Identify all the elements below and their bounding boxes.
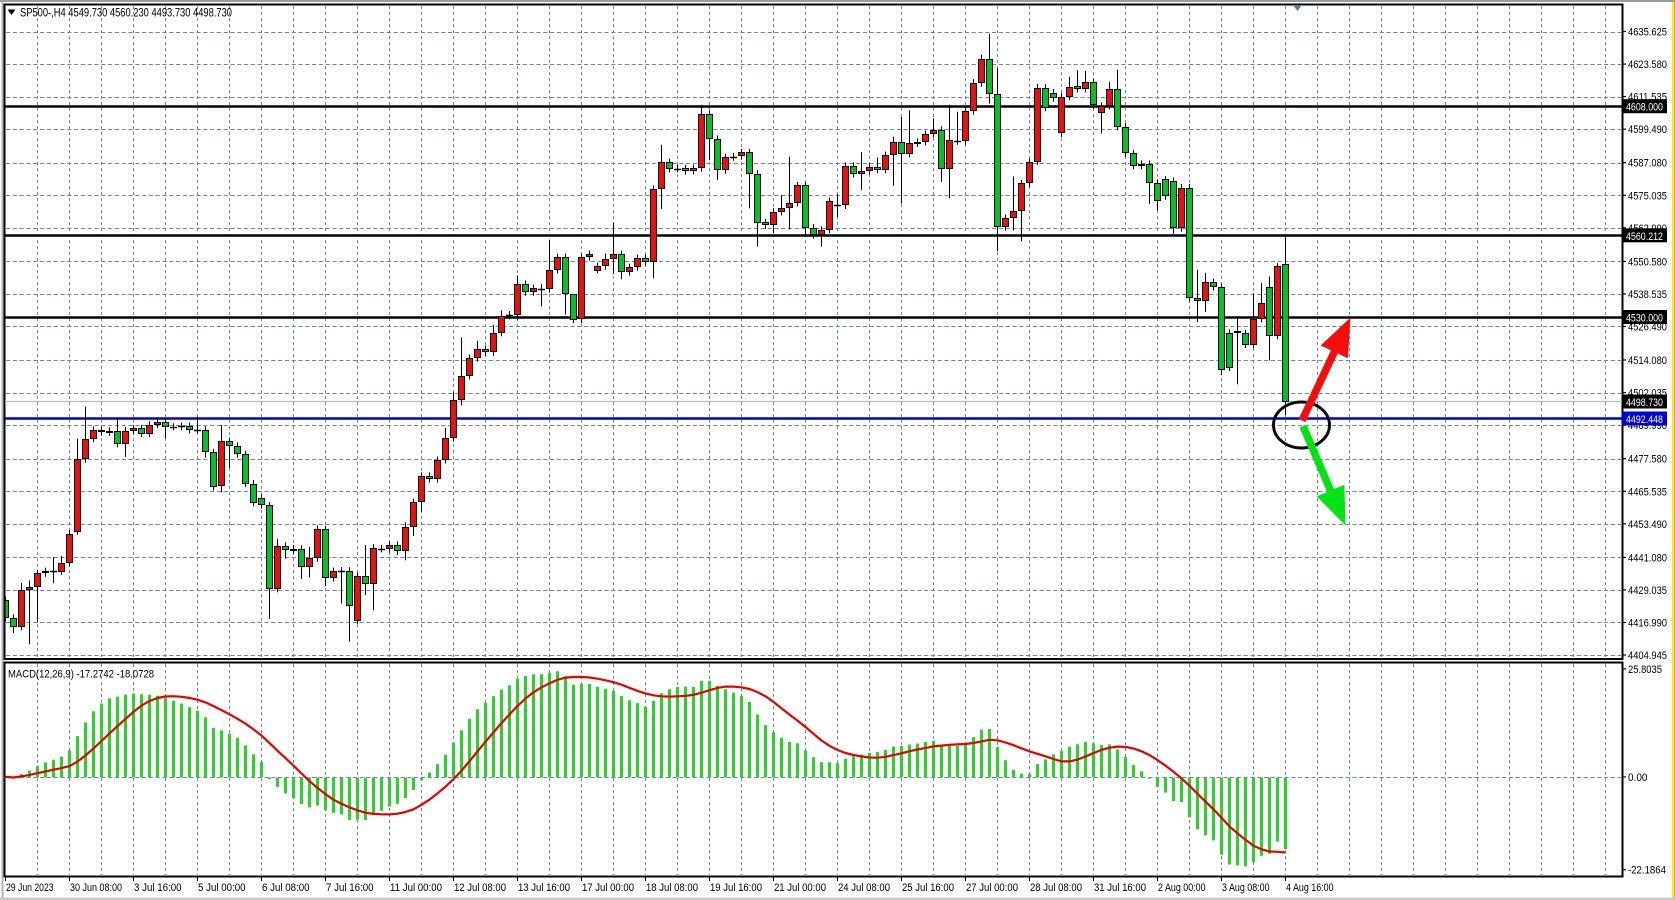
svg-text:25 Jul 16:00: 25 Jul 16:00 [902, 882, 954, 894]
svg-text:4492.448: 4492.448 [1626, 414, 1663, 426]
svg-text:4623.580: 4623.580 [1628, 59, 1667, 71]
svg-text:4453.490: 4453.490 [1628, 519, 1667, 531]
svg-text:30 Jun 08:00: 30 Jun 08:00 [70, 882, 122, 894]
svg-text:13 Jul 16:00: 13 Jul 16:00 [518, 882, 570, 894]
svg-text:24 Jul 08:00: 24 Jul 08:00 [838, 882, 890, 894]
svg-text:4538.535: 4538.535 [1628, 289, 1667, 301]
svg-text:17 Jul 00:00: 17 Jul 00:00 [582, 882, 634, 894]
svg-text:-22.1864: -22.1864 [1628, 865, 1666, 877]
svg-text:29 Jun 2023: 29 Jun 2023 [6, 882, 54, 894]
svg-text:4 Aug 16:00: 4 Aug 16:00 [1286, 882, 1334, 894]
svg-text:4608.000: 4608.000 [1626, 102, 1663, 114]
svg-text:4575.035: 4575.035 [1628, 190, 1667, 202]
svg-text:4635.625: 4635.625 [1628, 27, 1667, 39]
svg-text:6 Jul 08:00: 6 Jul 08:00 [262, 882, 310, 894]
svg-text:7 Jul 16:00: 7 Jul 16:00 [326, 882, 374, 894]
svg-text:11 Jul 00:00: 11 Jul 00:00 [390, 882, 442, 894]
svg-text:12 Jul 08:00: 12 Jul 08:00 [454, 882, 506, 894]
svg-text:SP500-,H4 4549.730 4560.230 44: SP500-,H4 4549.730 4560.230 4493.730 449… [20, 6, 232, 20]
svg-text:4587.080: 4587.080 [1628, 158, 1667, 170]
svg-text:0.00: 0.00 [1628, 772, 1648, 784]
svg-text:4416.990: 4416.990 [1628, 618, 1667, 630]
svg-text:3 Jul 16:00: 3 Jul 16:00 [134, 882, 182, 894]
svg-text:18 Jul 08:00: 18 Jul 08:00 [646, 882, 698, 894]
svg-text:31 Jul 16:00: 31 Jul 16:00 [1094, 882, 1146, 894]
svg-text:4599.490: 4599.490 [1628, 124, 1667, 136]
svg-text:4465.535: 4465.535 [1628, 486, 1667, 498]
svg-text:21 Jul 00:00: 21 Jul 00:00 [774, 882, 826, 894]
svg-text:4550.580: 4550.580 [1628, 256, 1667, 268]
svg-text:MACD(12,26,9) -17.2742 -18.072: MACD(12,26,9) -17.2742 -18.0728 [8, 669, 154, 681]
svg-text:27 Jul 00:00: 27 Jul 00:00 [966, 882, 1018, 894]
svg-text:19 Jul 16:00: 19 Jul 16:00 [710, 882, 762, 894]
svg-text:4441.080: 4441.080 [1628, 552, 1667, 564]
svg-text:4560.212: 4560.212 [1626, 231, 1663, 243]
svg-text:4498.730: 4498.730 [1626, 397, 1663, 409]
svg-text:28 Jul 08:00: 28 Jul 08:00 [1030, 882, 1082, 894]
svg-text:4477.580: 4477.580 [1628, 454, 1667, 466]
svg-text:25.8035: 25.8035 [1628, 664, 1662, 676]
svg-text:2 Aug 00:00: 2 Aug 00:00 [1158, 882, 1206, 894]
svg-text:4514.080: 4514.080 [1628, 355, 1667, 367]
svg-text:4530.000: 4530.000 [1626, 313, 1663, 325]
svg-text:4429.035: 4429.035 [1628, 585, 1667, 597]
svg-text:4404.945: 4404.945 [1628, 650, 1667, 662]
svg-text:5 Jul 00:00: 5 Jul 00:00 [198, 882, 246, 894]
svg-text:4526.490: 4526.490 [1628, 322, 1667, 334]
svg-text:3 Aug 08:00: 3 Aug 08:00 [1222, 882, 1270, 894]
